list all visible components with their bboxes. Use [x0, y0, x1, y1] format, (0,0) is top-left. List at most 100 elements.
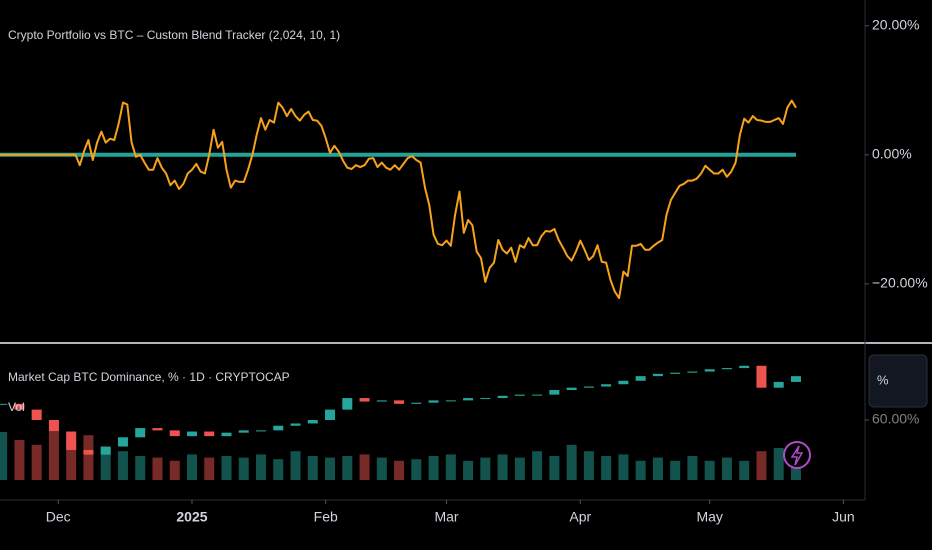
candle [256, 430, 267, 432]
candle [566, 387, 577, 390]
candle [618, 380, 629, 385]
volume-bar [756, 451, 767, 480]
volume-bar [256, 454, 267, 480]
candle [342, 398, 353, 410]
volume-bar [135, 456, 146, 480]
candle [549, 390, 560, 395]
y-tick-label: 20.00% [872, 17, 919, 33]
volume-bar [497, 454, 508, 480]
symbol-title: Market Cap BTC Dominance, % · 1D · CRYPT… [8, 370, 290, 384]
volume-bar [394, 460, 405, 480]
volume-bar [428, 456, 439, 480]
volume-bar [290, 451, 301, 480]
volume-bar [14, 440, 25, 480]
candle [394, 400, 405, 404]
y-tick-label: 0.00% [872, 146, 912, 162]
candle [635, 376, 646, 381]
candle [273, 425, 284, 431]
volume-bar [325, 457, 336, 480]
candle [532, 394, 543, 396]
volume-bar [204, 457, 215, 480]
candle [290, 423, 301, 426]
volume-bar [704, 460, 715, 480]
y-tick-label: 60.00% [872, 411, 919, 427]
candle [480, 398, 491, 400]
volume-bar [307, 456, 318, 480]
indicator-title: Crypto Portfolio vs BTC – Custom Blend T… [8, 28, 340, 42]
candle [204, 431, 215, 437]
candle [221, 432, 232, 437]
candle [790, 376, 801, 382]
candle [169, 430, 180, 437]
volume-bar [359, 454, 370, 480]
candle [359, 398, 370, 402]
volume-bar [100, 448, 111, 480]
volume-bar [635, 460, 646, 480]
volume-bar [186, 454, 197, 480]
volume-label: Vol [8, 400, 25, 414]
volume-bar [31, 444, 42, 480]
candle [652, 373, 663, 377]
candle [238, 430, 249, 433]
candle [445, 400, 456, 402]
candle [411, 402, 422, 404]
candle [739, 365, 750, 369]
candle [31, 409, 42, 420]
volume-bar [514, 457, 525, 480]
volume-bar [721, 457, 732, 480]
volume-bar [773, 448, 784, 480]
candle [14, 403, 25, 410]
volume-bar [532, 451, 543, 480]
x-tick-label: May [696, 509, 722, 525]
scale-button-label[interactable]: % [877, 372, 889, 387]
volume-bar [480, 457, 491, 480]
candle [463, 398, 474, 401]
volume-bar [238, 457, 249, 480]
volume-bar [601, 456, 612, 480]
candle [135, 428, 146, 438]
volume-bar [152, 457, 163, 480]
volume-bar [169, 460, 180, 480]
candle [307, 420, 318, 424]
alert-icon[interactable] [783, 441, 811, 469]
volume-bar [445, 454, 456, 480]
candle [514, 394, 525, 396]
volume-bar [583, 451, 594, 480]
volume-bar [618, 454, 629, 480]
volume-bar [48, 432, 59, 480]
x-tick-label: 2025 [176, 509, 207, 525]
x-tick-label: Feb [314, 509, 338, 525]
volume-bar [739, 460, 750, 480]
volume-bar [376, 457, 387, 480]
volume-bar [652, 457, 663, 480]
volume-bar [66, 440, 77, 480]
candle [186, 431, 197, 437]
scale-button[interactable] [868, 354, 928, 408]
candle [670, 372, 681, 374]
candle [428, 400, 439, 403]
volume-bar [0, 432, 8, 480]
candle [687, 371, 698, 373]
candle [152, 428, 163, 431]
candle [601, 384, 612, 387]
candle [48, 420, 59, 432]
x-tick-label: Dec [46, 509, 71, 525]
candle [721, 368, 732, 370]
candle [117, 437, 128, 447]
candle [497, 395, 508, 399]
volume-bar [463, 460, 474, 480]
volume-bar [670, 460, 681, 480]
series-line [0, 99, 797, 300]
x-tick-label: Apr [569, 509, 591, 525]
volume-bar [342, 456, 353, 480]
y-tick-label: −20.00% [872, 275, 928, 291]
candle [756, 365, 767, 388]
candle [0, 403, 8, 405]
candle [773, 381, 784, 388]
volume-bar [549, 456, 560, 480]
volume-bar [83, 435, 94, 480]
volume-bar [117, 451, 128, 480]
candle [376, 400, 387, 402]
candle [583, 386, 594, 388]
